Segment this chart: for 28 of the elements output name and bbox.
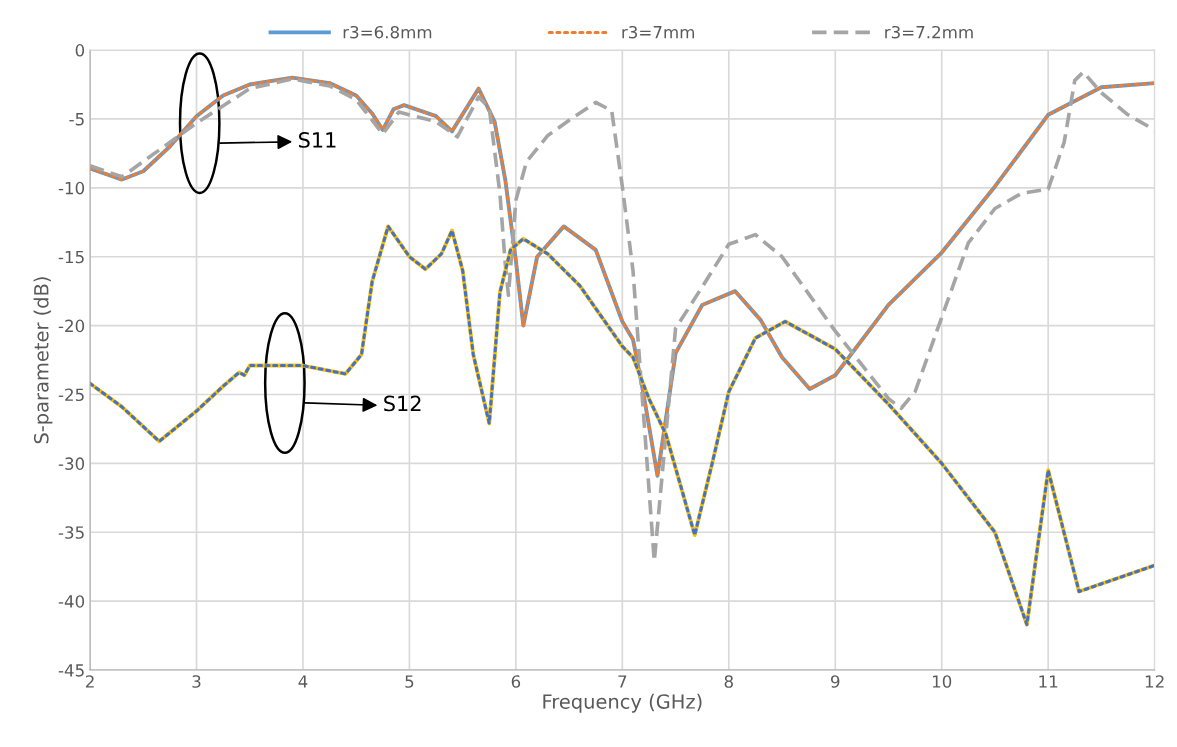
legend-label: r3=7mm bbox=[622, 25, 695, 39]
y-tick-label: -5 bbox=[69, 113, 84, 126]
x-tick-label: 5 bbox=[405, 675, 414, 688]
y-tick-label: -30 bbox=[58, 457, 85, 470]
x-tick-label: 11 bbox=[1039, 675, 1058, 688]
x-tick-label: 9 bbox=[831, 675, 840, 688]
y-tick-label: -15 bbox=[58, 250, 84, 264]
annotation: S11 bbox=[299, 132, 336, 148]
x-tick-label: 8 bbox=[724, 675, 733, 688]
x-tick-label: 7 bbox=[618, 675, 627, 688]
legend-label: r3=6.8mm bbox=[343, 25, 432, 39]
y-tick-label: -45 bbox=[58, 664, 84, 677]
y-tick-label: -25 bbox=[58, 388, 84, 402]
annotation: S12 bbox=[384, 395, 421, 412]
x-tick-label: 10 bbox=[932, 675, 952, 688]
x-tick-label: 4 bbox=[298, 675, 308, 688]
y-tick-label: -40 bbox=[58, 595, 85, 608]
x-tick-label: 6 bbox=[511, 675, 521, 688]
legend-label: r3=7.2mm bbox=[885, 25, 973, 39]
y-tick-label: -20 bbox=[58, 319, 85, 333]
y-axis-title: S-parameter (dB) bbox=[33, 277, 53, 444]
x-tick-label: 2 bbox=[85, 675, 94, 688]
x-tick-label: 12 bbox=[1145, 675, 1164, 688]
y-tick-label: -10 bbox=[58, 181, 85, 195]
x-tick-label: 3 bbox=[192, 675, 201, 688]
x-axis-title: Frequency (GHz) bbox=[543, 693, 702, 713]
y-tick-label: 0 bbox=[75, 44, 85, 57]
y-tick-label: -35 bbox=[58, 526, 84, 539]
